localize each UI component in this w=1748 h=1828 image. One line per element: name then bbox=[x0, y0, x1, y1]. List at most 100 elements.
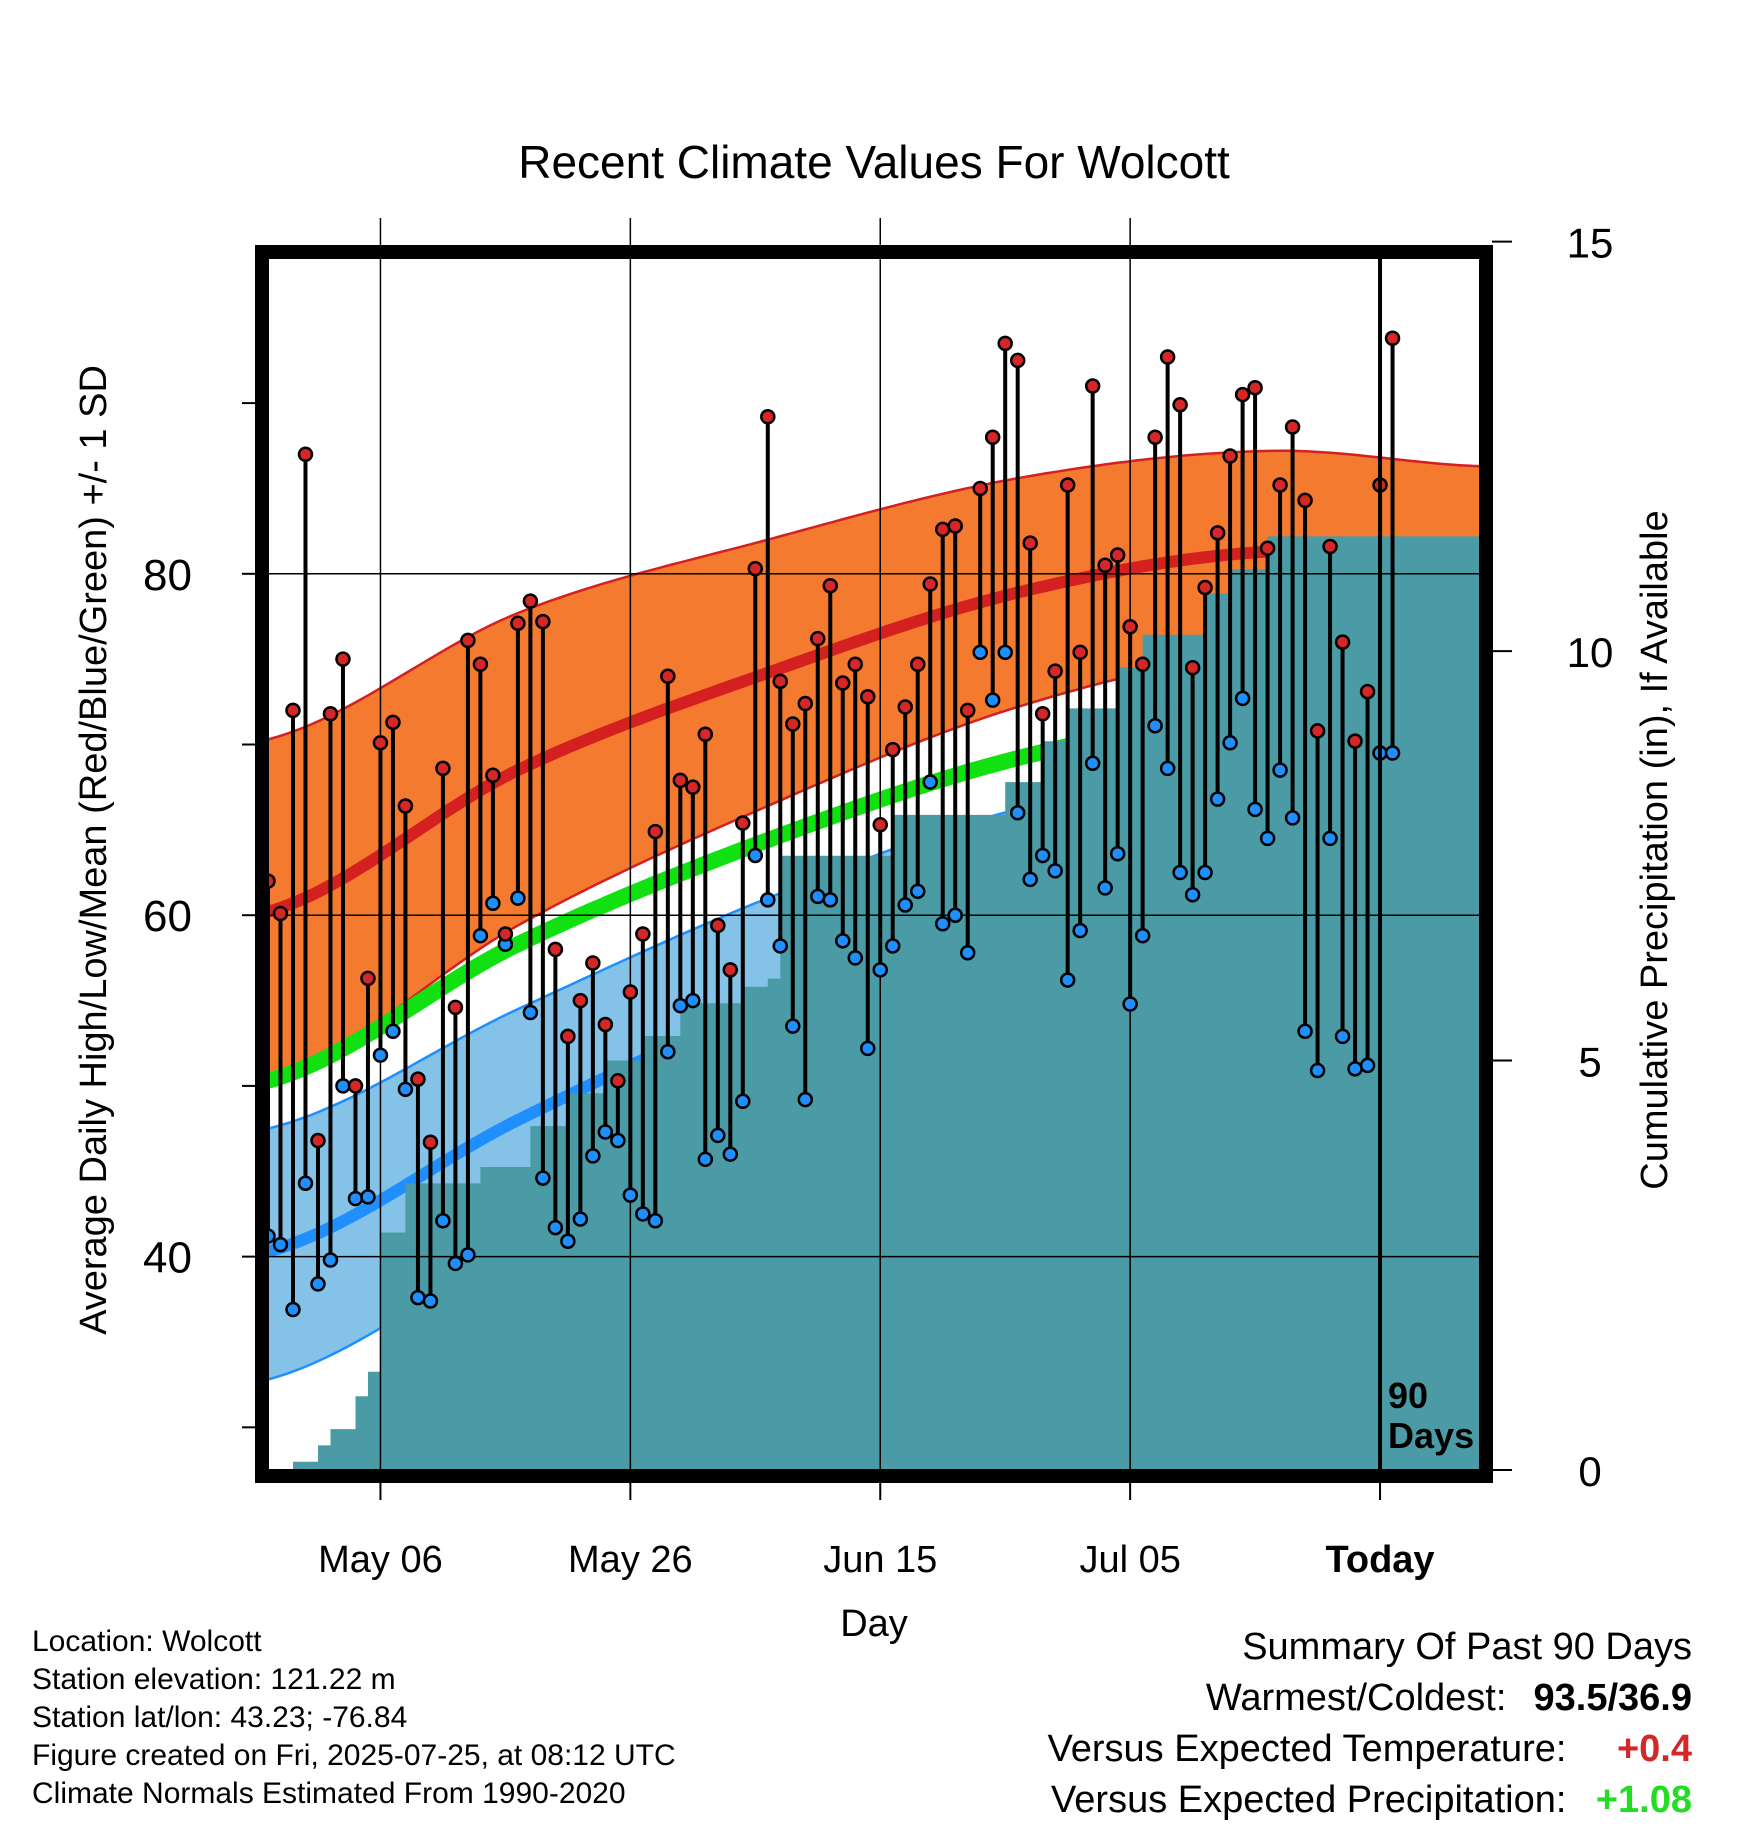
low-point bbox=[310, 1276, 326, 1292]
high-point bbox=[1184, 659, 1201, 676]
high-point bbox=[272, 905, 289, 922]
low-point bbox=[897, 897, 913, 913]
today-marker-label: Days bbox=[1388, 1415, 1474, 1456]
high-point bbox=[347, 1078, 364, 1094]
high-point bbox=[1234, 386, 1251, 403]
high-point bbox=[635, 926, 651, 942]
low-point bbox=[1347, 1061, 1363, 1077]
y-tick-label: 60 bbox=[143, 892, 192, 941]
y-tick-label: 40 bbox=[143, 1234, 192, 1283]
high-point bbox=[1009, 352, 1026, 369]
high-point bbox=[772, 673, 789, 690]
high-point bbox=[860, 688, 876, 705]
high-point bbox=[1022, 535, 1038, 551]
low-point bbox=[1097, 880, 1113, 896]
high-point bbox=[922, 576, 938, 592]
high-point bbox=[1147, 429, 1163, 445]
low-point bbox=[1084, 755, 1101, 772]
low-point bbox=[560, 1233, 576, 1250]
high-point bbox=[1122, 618, 1138, 635]
low-point bbox=[322, 1252, 339, 1268]
high-point bbox=[297, 446, 314, 463]
low-point bbox=[447, 1255, 464, 1272]
low-point bbox=[572, 1211, 589, 1227]
low-point bbox=[397, 1081, 414, 1098]
high-point bbox=[934, 521, 951, 538]
temp-label: Versus Expected Temperature: bbox=[1047, 1728, 1567, 1770]
x-tick-label: Jul 05 bbox=[1079, 1539, 1180, 1581]
high-point bbox=[697, 726, 714, 743]
high-point bbox=[810, 630, 826, 647]
high-point bbox=[785, 716, 801, 732]
elevation-text: Station elevation: 121.22 m bbox=[32, 1663, 396, 1696]
low-point bbox=[372, 1047, 389, 1063]
low-point bbox=[797, 1091, 814, 1108]
low-point bbox=[722, 1146, 739, 1162]
low-point bbox=[822, 892, 839, 908]
low-point bbox=[510, 890, 526, 906]
location-text: Location: Wolcott bbox=[32, 1625, 262, 1658]
low-point bbox=[1297, 1023, 1313, 1040]
high-point bbox=[410, 1071, 426, 1087]
high-point bbox=[1247, 379, 1263, 396]
low-point bbox=[760, 892, 776, 908]
high-point bbox=[1359, 683, 1376, 700]
low-point bbox=[547, 1219, 564, 1236]
low-point bbox=[922, 774, 938, 790]
high-point bbox=[535, 613, 551, 630]
x-tick-label: Jun 15 bbox=[823, 1539, 937, 1581]
high-point bbox=[1072, 644, 1088, 661]
low-point bbox=[522, 1004, 539, 1021]
low-point bbox=[285, 1301, 301, 1318]
high-point bbox=[1059, 477, 1076, 493]
low-point bbox=[847, 950, 864, 966]
high-point bbox=[1134, 656, 1151, 673]
low-point bbox=[1134, 927, 1151, 944]
low-point bbox=[535, 1170, 551, 1186]
high-point bbox=[572, 992, 589, 1009]
low-point bbox=[585, 1148, 601, 1164]
high-point bbox=[1222, 448, 1238, 464]
low-point bbox=[972, 644, 988, 661]
high-point bbox=[997, 335, 1013, 352]
high-point bbox=[460, 632, 476, 649]
high-point bbox=[959, 702, 976, 719]
low-point bbox=[472, 927, 489, 944]
high-point bbox=[909, 656, 926, 673]
low-point bbox=[410, 1289, 426, 1306]
high-point bbox=[1172, 397, 1188, 413]
low-point bbox=[1147, 717, 1163, 734]
x-tick-label: Today bbox=[1325, 1539, 1434, 1581]
high-point bbox=[610, 1073, 626, 1089]
warm-cold-row: Warmest/Coldest: 93.5/36.9 bbox=[1048, 1673, 1692, 1724]
high-point bbox=[1309, 723, 1326, 739]
low-point bbox=[1159, 760, 1176, 777]
low-point bbox=[984, 692, 1001, 708]
high-point bbox=[884, 741, 901, 758]
low-point bbox=[1234, 690, 1251, 707]
low-point bbox=[1022, 871, 1038, 888]
y2-tick-label: 15 bbox=[1567, 220, 1614, 267]
low-point bbox=[1059, 972, 1076, 988]
high-point bbox=[497, 926, 514, 942]
high-point bbox=[660, 668, 676, 684]
high-point bbox=[897, 699, 913, 715]
high-point bbox=[1034, 706, 1051, 722]
high-point bbox=[485, 767, 501, 783]
high-point bbox=[722, 962, 739, 978]
high-point bbox=[847, 656, 864, 673]
high-point bbox=[1084, 378, 1101, 394]
low-point bbox=[1359, 1057, 1376, 1074]
low-point bbox=[997, 644, 1013, 661]
low-point bbox=[1309, 1062, 1326, 1079]
x-tick-label: May 26 bbox=[568, 1539, 693, 1581]
low-point bbox=[1384, 745, 1401, 761]
low-point bbox=[1172, 864, 1188, 881]
low-point bbox=[1247, 801, 1263, 818]
low-point bbox=[934, 915, 951, 932]
high-point bbox=[735, 815, 751, 831]
low-point bbox=[1222, 735, 1238, 751]
low-point bbox=[872, 962, 888, 978]
